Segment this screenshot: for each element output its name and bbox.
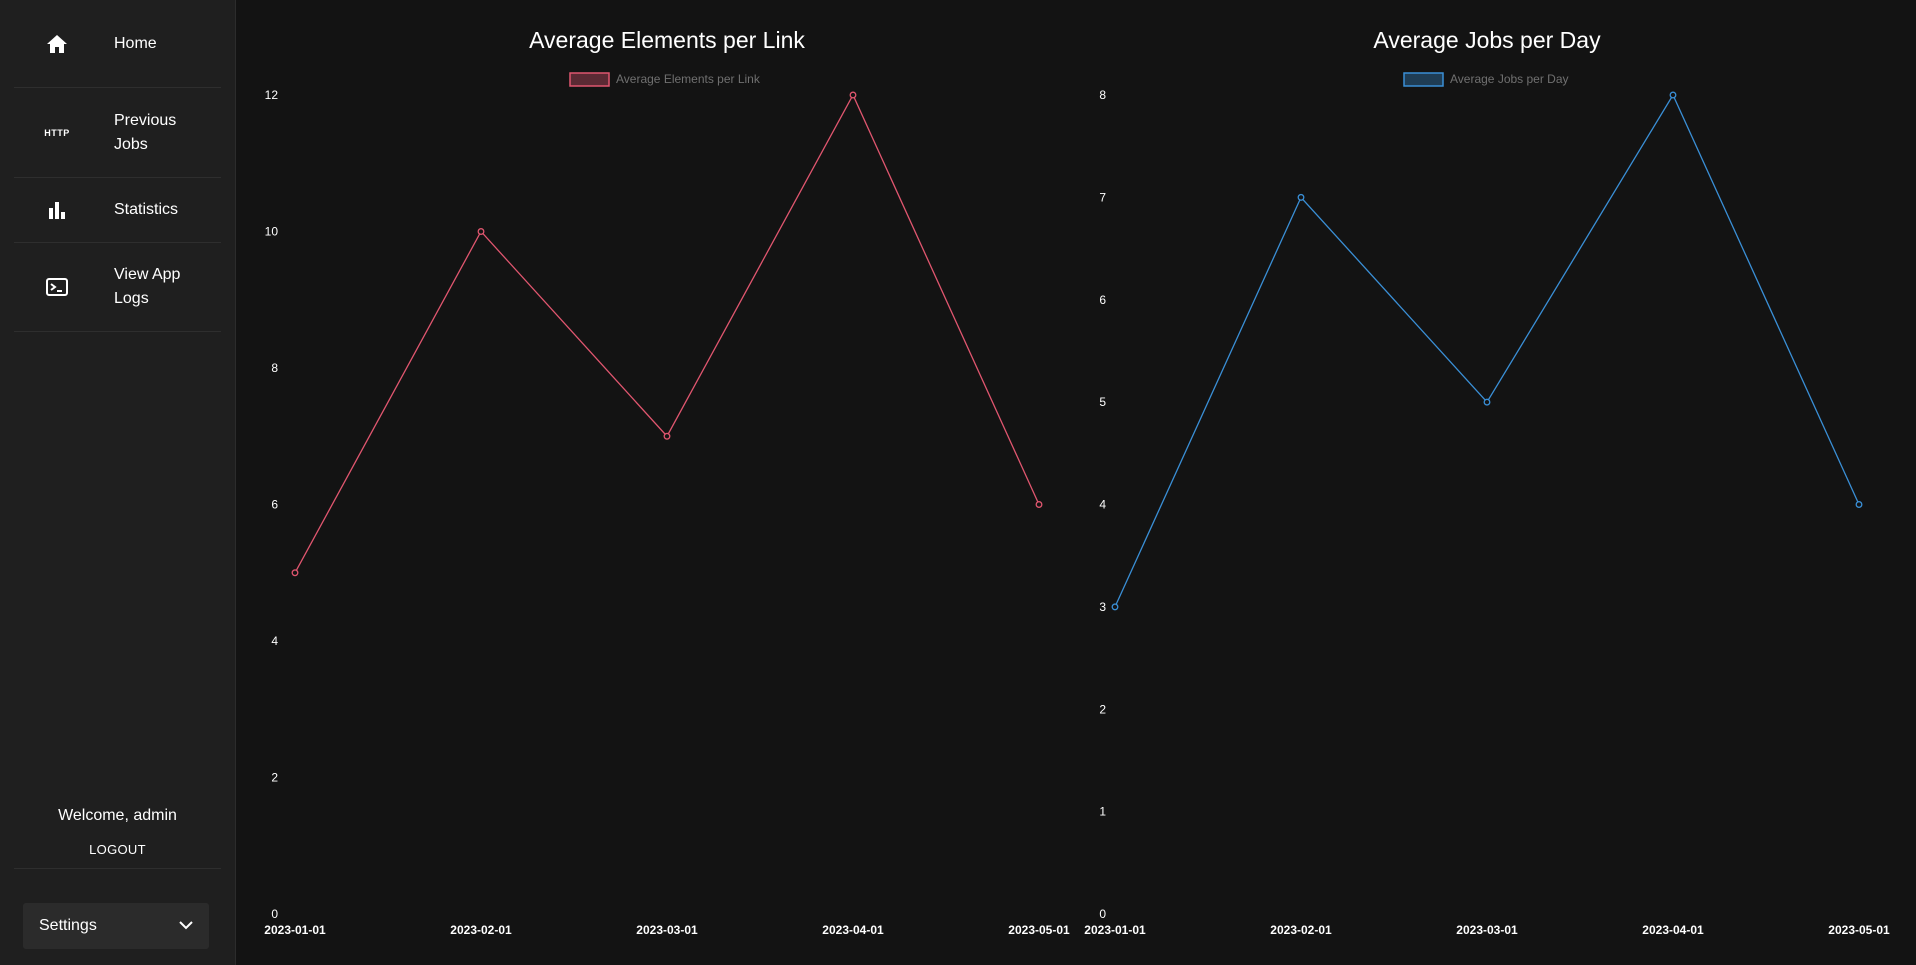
data-point[interactable] bbox=[1483, 398, 1491, 406]
bar-chart-icon bbox=[44, 197, 70, 223]
x-tick-label: 2023-02-01 bbox=[1270, 923, 1332, 937]
y-tick-label: 7 bbox=[1099, 190, 1106, 204]
sidebar-item-home[interactable]: Home bbox=[14, 0, 221, 88]
y-tick-label: 2 bbox=[1099, 702, 1106, 716]
y-tick-label: 8 bbox=[1099, 88, 1106, 102]
series-line bbox=[1114, 93, 1860, 608]
data-point[interactable] bbox=[477, 228, 485, 235]
x-tick-label: 2023-05-01 bbox=[1828, 923, 1890, 937]
y-tick-label: 5 bbox=[1099, 395, 1106, 409]
sidebar-item-view-app-logs[interactable]: View App Logs bbox=[14, 243, 221, 332]
y-tick-label: 0 bbox=[1099, 907, 1106, 921]
logout-button[interactable]: LOGOUT bbox=[89, 842, 146, 857]
y-tick-label: 2 bbox=[271, 771, 278, 785]
sidebar-item-label: Home bbox=[114, 34, 157, 52]
settings-label: Settings bbox=[39, 917, 97, 934]
data-point[interactable] bbox=[849, 91, 857, 99]
legend-swatch bbox=[1403, 72, 1444, 87]
sidebar-item-statistics[interactable]: Statistics bbox=[14, 178, 221, 243]
sidebar-item-label: View App Logs bbox=[114, 266, 181, 307]
chevron-down-icon bbox=[179, 917, 193, 935]
http-icon: HTTP bbox=[44, 120, 70, 146]
chart-average-elements-per-link: Average Elements per Link Average Elemen… bbox=[264, 27, 1070, 937]
y-tick-label: 0 bbox=[271, 907, 278, 921]
data-point[interactable] bbox=[1035, 501, 1043, 508]
welcome-text: Welcome, admin bbox=[58, 807, 177, 824]
sidebar-item-label: Statistics bbox=[114, 201, 179, 218]
legend-swatch bbox=[569, 72, 610, 87]
charts-area: Average Elements per Link Average Elemen… bbox=[264, 27, 1890, 937]
y-tick-label: 6 bbox=[1099, 293, 1106, 307]
sidebar-item-previous-jobs[interactable]: HTTP Previous Jobs bbox=[14, 88, 221, 178]
x-tick-label: 2023-01-01 bbox=[264, 923, 326, 937]
x-tick-label: 2023-03-01 bbox=[636, 923, 698, 937]
y-tick-label: 1 bbox=[1099, 805, 1106, 819]
chart-title: Average Elements per Link bbox=[529, 27, 805, 53]
y-tick-label: 10 bbox=[265, 225, 279, 239]
x-tick-label: 2023-01-01 bbox=[1084, 923, 1146, 937]
data-point[interactable] bbox=[1297, 193, 1305, 201]
http-icon-text: HTTP bbox=[44, 127, 70, 138]
chart-title: Average Jobs per Day bbox=[1373, 27, 1601, 53]
main-content: Average Elements per Link Average Elemen… bbox=[236, 0, 1916, 965]
y-tick-label: 3 bbox=[1099, 600, 1106, 614]
footer-divider bbox=[14, 868, 221, 869]
x-tick-label: 2023-02-01 bbox=[450, 923, 512, 937]
data-point[interactable] bbox=[1855, 501, 1863, 508]
data-point[interactable] bbox=[663, 432, 671, 440]
chart-average-jobs-per-day: Average Jobs per Day Average Jobs per Da… bbox=[1084, 27, 1890, 937]
data-point[interactable] bbox=[1111, 603, 1119, 611]
home-icon bbox=[44, 31, 70, 57]
x-tick-label: 2023-04-01 bbox=[1642, 923, 1704, 937]
series-line bbox=[294, 93, 1040, 574]
x-tick-label: 2023-03-01 bbox=[1456, 923, 1518, 937]
x-tick-label: 2023-05-01 bbox=[1008, 923, 1070, 937]
y-tick-label: 4 bbox=[1099, 498, 1106, 512]
sidebar: Home HTTP Previous Jobs Statistics bbox=[0, 0, 236, 965]
y-tick-label: 6 bbox=[271, 498, 278, 512]
y-tick-label: 8 bbox=[271, 361, 278, 375]
legend-label: Average Elements per Link bbox=[616, 72, 761, 86]
data-point[interactable] bbox=[1669, 91, 1677, 99]
terminal-icon bbox=[44, 274, 70, 300]
legend-label: Average Jobs per Day bbox=[1450, 72, 1569, 86]
sidebar-item-label: Previous Jobs bbox=[114, 111, 177, 153]
sidebar-nav: Home HTTP Previous Jobs Statistics bbox=[0, 0, 235, 332]
y-tick-label: 12 bbox=[265, 88, 279, 102]
x-tick-label: 2023-04-01 bbox=[822, 923, 884, 937]
data-point[interactable] bbox=[291, 569, 299, 577]
settings-select[interactable]: Settings bbox=[23, 903, 209, 949]
y-tick-label: 4 bbox=[271, 634, 278, 648]
